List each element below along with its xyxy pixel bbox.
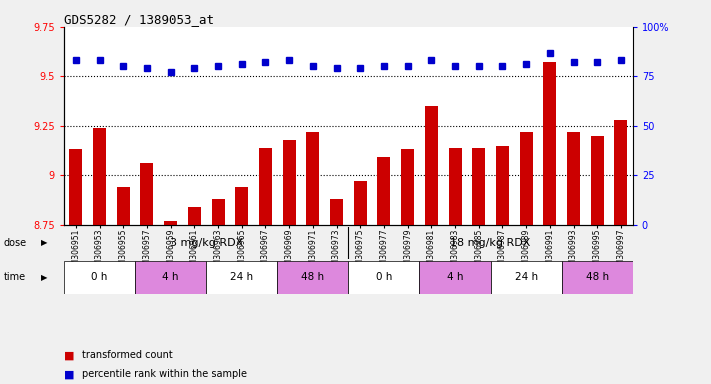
- Bar: [567, 132, 580, 225]
- Bar: [259, 147, 272, 225]
- Text: 48 h: 48 h: [301, 272, 324, 283]
- Text: dose: dose: [4, 238, 27, 248]
- Text: 3 mg/kg RDX: 3 mg/kg RDX: [169, 238, 243, 248]
- Bar: [64, 261, 135, 294]
- Bar: [277, 261, 348, 294]
- Text: 0 h: 0 h: [375, 272, 392, 283]
- Bar: [164, 221, 177, 225]
- Bar: [491, 261, 562, 294]
- Bar: [212, 199, 225, 225]
- Bar: [206, 261, 277, 294]
- Bar: [330, 199, 343, 225]
- Text: ▶: ▶: [41, 273, 48, 282]
- Bar: [353, 181, 367, 225]
- Text: 24 h: 24 h: [230, 272, 253, 283]
- Bar: [69, 149, 82, 225]
- Bar: [496, 146, 509, 225]
- Bar: [614, 120, 627, 225]
- Text: transformed count: transformed count: [82, 350, 173, 360]
- Bar: [591, 136, 604, 225]
- Bar: [235, 187, 248, 225]
- Text: ▶: ▶: [41, 238, 48, 247]
- Bar: [378, 157, 390, 225]
- Text: GDS5282 / 1389053_at: GDS5282 / 1389053_at: [64, 13, 214, 26]
- Text: 4 h: 4 h: [447, 272, 464, 283]
- Text: percentile rank within the sample: percentile rank within the sample: [82, 369, 247, 379]
- Text: 4 h: 4 h: [162, 272, 179, 283]
- Bar: [348, 261, 419, 294]
- Bar: [472, 147, 485, 225]
- Bar: [282, 140, 296, 225]
- Text: 18 mg/kg RDX: 18 mg/kg RDX: [450, 238, 531, 248]
- Text: 24 h: 24 h: [515, 272, 538, 283]
- Bar: [135, 261, 206, 294]
- Text: 0 h: 0 h: [91, 272, 108, 283]
- Bar: [93, 128, 106, 225]
- Bar: [520, 132, 533, 225]
- Bar: [306, 132, 319, 225]
- Bar: [449, 147, 461, 225]
- Text: 48 h: 48 h: [586, 272, 609, 283]
- Bar: [188, 207, 201, 225]
- Bar: [117, 187, 129, 225]
- Bar: [562, 261, 633, 294]
- Text: ■: ■: [64, 369, 75, 379]
- Bar: [419, 261, 491, 294]
- Bar: [140, 163, 154, 225]
- Text: time: time: [4, 272, 26, 283]
- Bar: [401, 149, 414, 225]
- Bar: [424, 106, 438, 225]
- Bar: [543, 63, 556, 225]
- Text: ■: ■: [64, 350, 75, 360]
